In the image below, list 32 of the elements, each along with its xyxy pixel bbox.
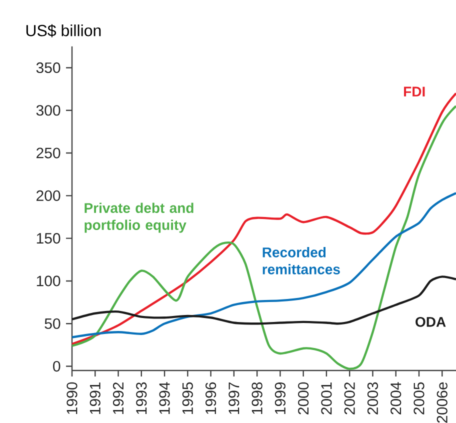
x-tick-label: 1994 — [159, 382, 170, 414]
line-series — [70, 276, 456, 325]
x-tick-label: 2000 — [298, 382, 309, 414]
x-tick-label: 2004 — [390, 382, 402, 414]
x-tick-label: 1998 — [252, 382, 262, 414]
x-tick-label: 1991 — [90, 382, 100, 414]
x-tick-label: 1997 — [228, 382, 240, 414]
x-tick-label: 1990 — [66, 382, 78, 414]
x-tick-label: 1995 — [182, 382, 193, 414]
x-tick-label: 1993 — [136, 382, 147, 414]
x-tick-label: 2005 — [414, 382, 424, 414]
x-tick-label: 2002 — [344, 382, 355, 414]
x-tick-label: 2001 — [321, 382, 332, 414]
series-label: ODA — [416, 316, 446, 327]
y-tick-label: 150 — [36, 233, 60, 244]
y-axis-title: US$ billion — [26, 24, 101, 38]
series-label: Recorded remittances — [262, 247, 340, 274]
y-tick-label: 300 — [36, 105, 60, 116]
x-tick-label: 1999 — [274, 382, 286, 414]
y-tick-label: 350 — [36, 62, 60, 74]
line-series — [70, 192, 456, 338]
x-tick-label: 2003 — [367, 382, 378, 414]
series-label: FDI — [404, 86, 425, 96]
x-tick-label: 2006e — [436, 382, 448, 423]
y-tick-label: 100 — [36, 276, 60, 286]
y-tick-label: 50 — [44, 318, 60, 329]
x-tick-label: 1996 — [205, 382, 216, 414]
y-tick-label: 200 — [36, 190, 60, 201]
y-tick-label: 0 — [53, 360, 60, 372]
y-tick-label: 250 — [36, 148, 60, 158]
series-label: Private debt and portfolio equity — [84, 202, 194, 233]
x-tick-label: 1992 — [112, 382, 124, 414]
